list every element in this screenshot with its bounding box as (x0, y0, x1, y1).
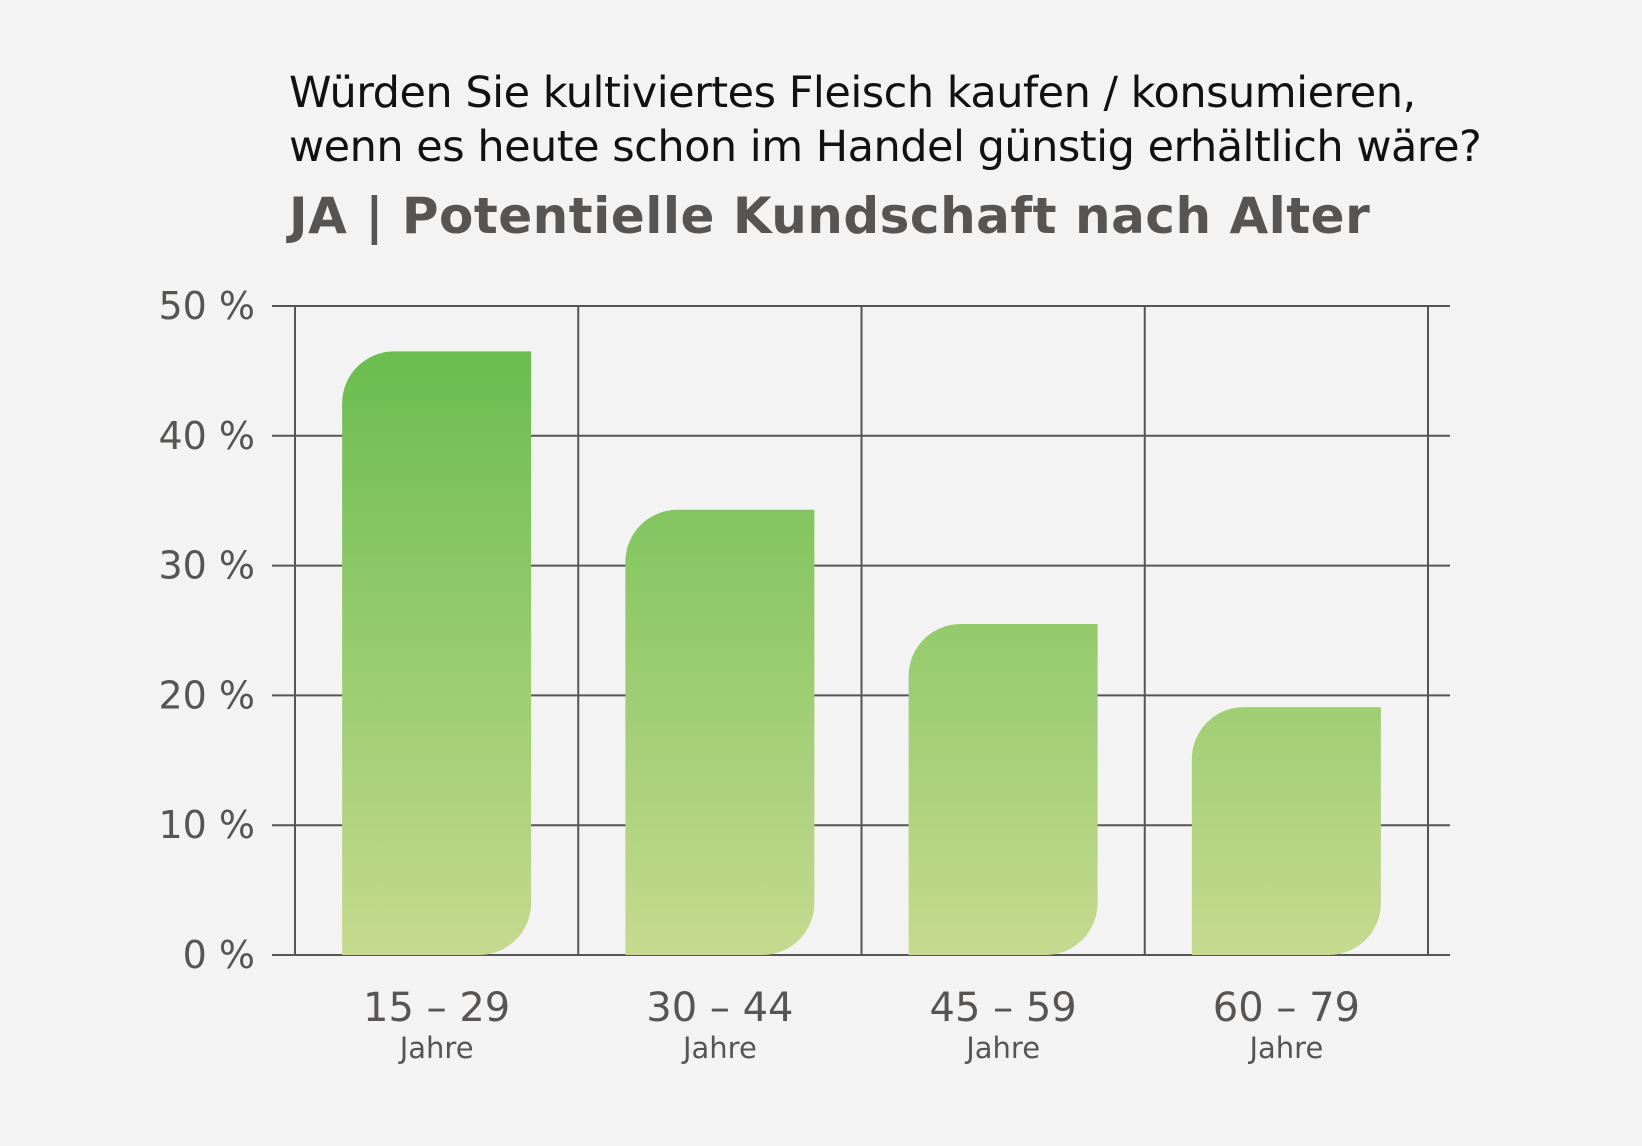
x-tick-unit-label: Jahre (1247, 1031, 1323, 1065)
x-tick-unit-label: Jahre (681, 1031, 757, 1065)
x-tick-label: 15 – 29 (363, 985, 510, 1031)
bar (342, 351, 532, 955)
x-tick-unit-label: Jahre (398, 1031, 474, 1065)
y-tick-label: 30 % (158, 544, 255, 588)
x-tick-label: 60 – 79 (1213, 985, 1360, 1031)
chart-title-line-1: Würden Sie kultiviertes Fleisch kaufen /… (289, 68, 1416, 118)
y-axis-ticks: 0 % 10 % 20 % 30 % 40 % 50 % (158, 284, 255, 977)
bar (1191, 707, 1381, 955)
bar (908, 624, 1098, 955)
chart-subtitle: JA | Potentielle Kundschaft nach Alter (289, 187, 1371, 245)
y-tick-label: 20 % (158, 673, 255, 717)
x-tick-unit-label: Jahre (964, 1031, 1040, 1065)
y-tick-label: 0 % (183, 933, 255, 977)
chart-title: Würden Sie kultiviertes Fleisch kaufen /… (289, 66, 1482, 174)
x-tick-label: 45 – 59 (930, 985, 1077, 1031)
y-tick-label: 40 % (158, 414, 255, 458)
bar (625, 509, 815, 955)
chart-title-line-2: wenn es heute schon im Handel günstig er… (289, 122, 1482, 172)
bars (342, 351, 1381, 955)
y-tick-label: 50 % (158, 284, 255, 328)
y-tick-label: 10 % (158, 803, 255, 847)
x-tick-label: 30 – 44 (646, 985, 793, 1031)
